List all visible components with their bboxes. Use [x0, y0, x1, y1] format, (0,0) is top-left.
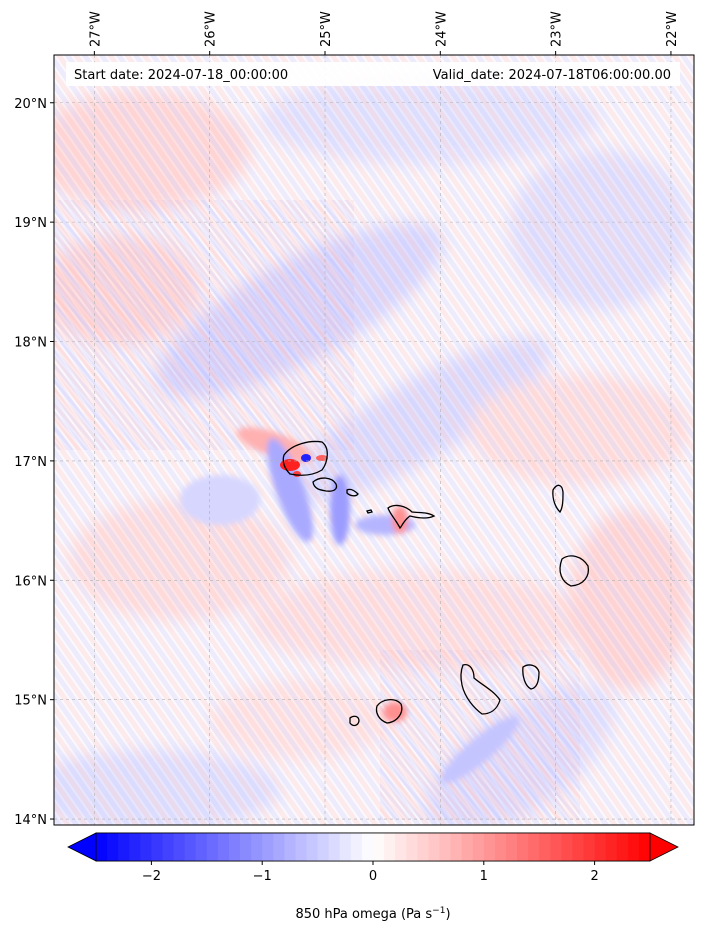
lon-tick-label: 27°W	[88, 11, 103, 47]
island-santa-luzia	[346, 488, 359, 497]
colorbar-tick-label: 1	[480, 869, 488, 884]
coastline	[282, 440, 590, 727]
colorbar-step	[195, 833, 208, 861]
island-sao-vicente	[312, 477, 338, 492]
colorbar-step	[561, 833, 573, 861]
colorbar-step	[428, 833, 440, 861]
lat-tick-label: 20°N	[14, 97, 47, 112]
colorbar-step	[317, 833, 330, 861]
colorbar-step	[517, 833, 529, 861]
colorbar-step	[494, 833, 507, 861]
colorbar-step	[262, 833, 274, 861]
lat-tick-label: 14°N	[14, 813, 47, 828]
colorbar-step	[384, 833, 396, 861]
colorbar-step	[151, 833, 163, 861]
colorbar-step	[240, 833, 252, 861]
colorbar-step	[461, 833, 474, 861]
colorbar-tick-label: 0	[369, 869, 377, 884]
colorbar-tick-label: 2	[590, 869, 598, 884]
latitude-tick-labels: 20°N 19°N 18°N 17°N 16°N 15°N 14°N	[14, 97, 54, 828]
colorbar-step	[373, 833, 385, 861]
map-frame	[53, 54, 695, 826]
colorbar-step	[162, 833, 174, 861]
colorbar-step	[483, 833, 496, 861]
lon-tick-label: 26°W	[204, 11, 219, 47]
colorbar-step	[539, 833, 551, 861]
colorbar-step	[439, 833, 451, 861]
colorbar-step	[594, 833, 607, 861]
colorbar-step	[472, 833, 485, 861]
omega-field	[54, 55, 694, 825]
colorbar-step	[361, 833, 374, 861]
colorbar-step	[350, 833, 363, 861]
island-maio	[522, 664, 540, 690]
colorbar-step	[173, 833, 186, 861]
colorbar-step	[605, 833, 618, 861]
colorbar-step	[228, 833, 241, 861]
valid-date-label: Valid_date: 2024-07-18T06:00:00.00	[433, 68, 671, 83]
colorbar-step	[284, 833, 296, 861]
island-sal	[552, 484, 564, 514]
colorbar-step	[395, 833, 407, 861]
colorbar-step	[184, 833, 197, 861]
colorbar-step	[417, 833, 429, 861]
island-sao-nicolau	[387, 504, 436, 530]
colorbar-label-prefix: 850 hPa omega (Pa s	[295, 907, 432, 922]
colorbar-step	[306, 833, 318, 861]
colorbar-step	[206, 833, 219, 861]
colorbar-step	[107, 833, 119, 861]
lat-tick-label: 17°N	[14, 455, 47, 470]
lat-tick-label: 18°N	[14, 336, 47, 351]
colorbar-step	[328, 833, 341, 861]
colorbar-step	[295, 833, 307, 861]
island-fogo	[375, 699, 403, 724]
colorbar-label-exponent: −1	[432, 906, 445, 916]
colorbar-step	[583, 833, 595, 861]
longitude-tick-labels: 27°W 26°W 25°W 24°W 23°W 22°W	[88, 11, 680, 55]
colorbar-step	[96, 833, 108, 861]
colorbar-step	[217, 833, 230, 861]
start-date-label: Start date: 2024-07-18_00:00:00	[74, 68, 288, 83]
lat-tick-label: 15°N	[14, 694, 47, 709]
colorbar-step	[406, 833, 418, 861]
island-brava	[349, 715, 360, 727]
colorbar-step	[528, 833, 540, 861]
colorbar-extend-max	[649, 832, 679, 862]
lat-tick-label: 16°N	[14, 574, 47, 589]
colorbar-step	[118, 833, 130, 861]
island-santiago	[460, 664, 501, 715]
colorbar-step	[450, 833, 463, 861]
gridlines	[54, 55, 694, 825]
colorbar-tick-label: −1	[253, 869, 272, 884]
island-boa-vista	[559, 555, 590, 587]
colorbar-label: 850 hPa omega (Pa s−1)	[295, 906, 450, 922]
colorbar-step	[140, 833, 152, 861]
colorbar-extend-min	[67, 832, 97, 862]
colorbar-step	[129, 833, 141, 861]
colorbar-step	[339, 833, 352, 861]
colorbar-steps	[95, 832, 651, 862]
colorbar-step	[616, 833, 629, 861]
lat-tick-label: 19°N	[14, 216, 47, 231]
colorbar-step	[627, 833, 640, 861]
lon-tick-label: 23°W	[550, 11, 565, 47]
colorbar: −2 −1 0 1 2 850 hPa omega (Pa s−1)	[67, 832, 679, 922]
colorbar-tick-labels: −2 −1 0 1 2	[142, 861, 599, 884]
colorbar-tick-label: −2	[142, 869, 161, 884]
colorbar-step	[572, 833, 584, 861]
island-branco	[366, 509, 373, 514]
colorbar-step	[505, 833, 518, 861]
colorbar-label-suffix: )	[445, 907, 450, 922]
colorbar-step	[638, 833, 651, 861]
island-santo-antao	[282, 440, 328, 476]
colorbar-step	[550, 833, 562, 861]
colorbar-step	[251, 833, 263, 861]
lon-tick-label: 24°W	[434, 11, 449, 47]
lon-tick-label: 25°W	[319, 11, 334, 47]
info-banner: Start date: 2024-07-18_00:00:00 Valid_da…	[66, 62, 680, 86]
lon-tick-label: 22°W	[665, 11, 680, 47]
colorbar-step	[273, 833, 285, 861]
